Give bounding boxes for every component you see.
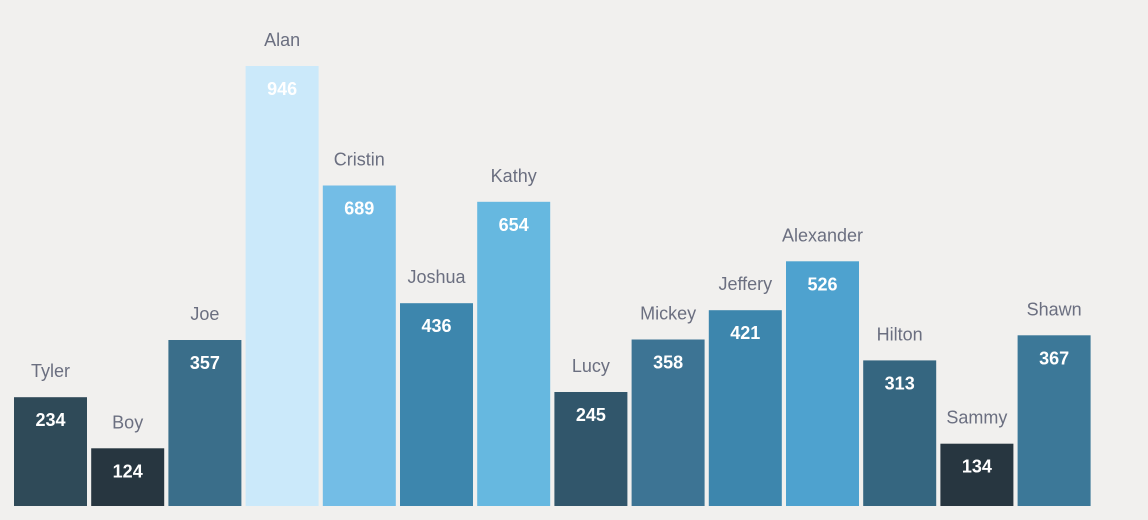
- category-label-joshua: Joshua: [407, 267, 466, 287]
- bar-hilton: [863, 360, 937, 506]
- bar-tyler: [14, 397, 87, 506]
- bar-sammy: [940, 443, 1014, 506]
- bar-cristin: [322, 185, 396, 506]
- bar-lucy: [554, 392, 628, 506]
- bar-shawn: [1017, 335, 1091, 506]
- bar-alexander: [786, 261, 859, 506]
- category-label-joe: Joe: [190, 304, 219, 324]
- category-label-kathy: Kathy: [491, 166, 537, 186]
- bar-alan: [245, 66, 319, 506]
- bar-boy: [91, 448, 165, 506]
- value-label-sammy: 134: [962, 457, 992, 477]
- category-label-tyler: Tyler: [31, 361, 70, 381]
- category-label-alexander: Alexander: [782, 225, 863, 245]
- value-label-joe: 357: [190, 353, 220, 373]
- bar-joe: [168, 340, 242, 506]
- value-label-jeffery: 421: [730, 323, 760, 343]
- category-label-lucy: Lucy: [572, 356, 610, 376]
- category-label-mickey: Mickey: [640, 304, 696, 324]
- bar-kathy: [477, 201, 551, 507]
- bar-jeffery: [708, 310, 782, 506]
- value-label-joshua: 436: [421, 316, 451, 336]
- value-label-kathy: 654: [499, 215, 529, 235]
- bar-joshua: [400, 303, 473, 506]
- value-label-lucy: 245: [576, 405, 606, 425]
- value-label-alan: 946: [267, 79, 297, 99]
- value-label-hilton: 313: [885, 373, 915, 393]
- value-label-cristin: 689: [344, 199, 374, 219]
- value-label-shawn: 367: [1039, 348, 1069, 368]
- value-label-tyler: 234: [35, 410, 65, 430]
- category-label-sammy: Sammy: [946, 408, 1007, 428]
- category-label-shawn: Shawn: [1027, 299, 1082, 319]
- value-label-alexander: 526: [807, 274, 837, 294]
- category-label-jeffery: Jeffery: [718, 274, 772, 294]
- category-label-hilton: Hilton: [877, 324, 923, 344]
- value-label-boy: 124: [113, 461, 143, 481]
- category-label-alan: Alan: [264, 30, 300, 50]
- category-label-boy: Boy: [112, 412, 143, 432]
- category-label-cristin: Cristin: [334, 150, 385, 170]
- value-label-mickey: 358: [653, 353, 683, 373]
- bar-mickey: [631, 339, 705, 506]
